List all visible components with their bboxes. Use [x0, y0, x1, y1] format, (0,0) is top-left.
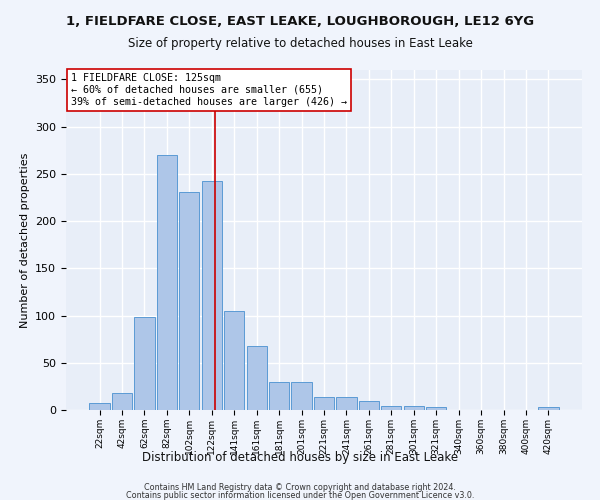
Bar: [381, 406, 401, 410]
Bar: [202, 182, 222, 410]
Bar: [426, 407, 446, 410]
Bar: [89, 404, 110, 410]
Bar: [337, 397, 356, 410]
Bar: [314, 397, 334, 410]
Text: Distribution of detached houses by size in East Leake: Distribution of detached houses by size …: [142, 451, 458, 464]
Bar: [269, 382, 289, 410]
Text: Size of property relative to detached houses in East Leake: Size of property relative to detached ho…: [128, 38, 472, 51]
Bar: [359, 400, 379, 410]
Bar: [112, 393, 132, 410]
Bar: [404, 406, 424, 410]
Text: 1 FIELDFARE CLOSE: 125sqm
← 60% of detached houses are smaller (655)
39% of semi: 1 FIELDFARE CLOSE: 125sqm ← 60% of detac…: [71, 74, 347, 106]
Y-axis label: Number of detached properties: Number of detached properties: [20, 152, 29, 328]
Text: Contains public sector information licensed under the Open Government Licence v3: Contains public sector information licen…: [126, 492, 474, 500]
Bar: [538, 407, 559, 410]
Text: 1, FIELDFARE CLOSE, EAST LEAKE, LOUGHBOROUGH, LE12 6YG: 1, FIELDFARE CLOSE, EAST LEAKE, LOUGHBOR…: [66, 15, 534, 28]
Bar: [224, 311, 244, 410]
Bar: [179, 192, 199, 410]
Bar: [157, 155, 177, 410]
Bar: [247, 346, 267, 410]
Text: Contains HM Land Registry data © Crown copyright and database right 2024.: Contains HM Land Registry data © Crown c…: [144, 483, 456, 492]
Bar: [292, 382, 311, 410]
Bar: [134, 316, 155, 410]
